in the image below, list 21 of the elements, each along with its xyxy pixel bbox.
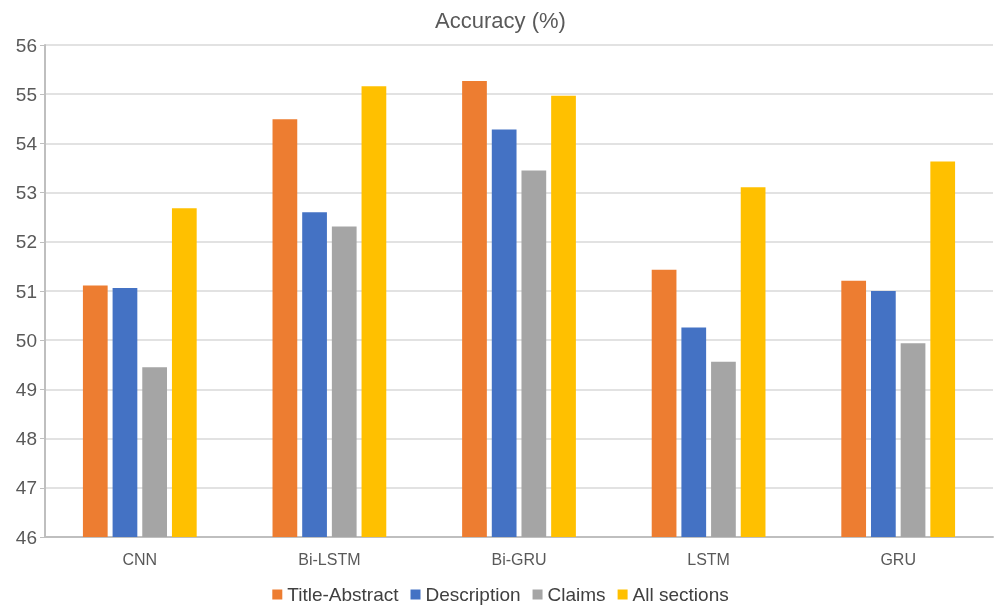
x-tick-label: Bi-LSTM	[298, 550, 361, 568]
y-tick-label: 49	[15, 378, 37, 400]
legend-label: Claims	[547, 584, 606, 605]
y-tick-label: 51	[15, 280, 37, 302]
y-tick-label: 54	[15, 132, 38, 154]
y-tick-label: 53	[15, 182, 37, 204]
x-tick-label: CNN	[122, 550, 158, 568]
legend-label: Description	[425, 584, 521, 605]
y-tick-label: 47	[15, 477, 37, 499]
y-tick-label: 56	[15, 34, 37, 56]
x-tick-label: GRU	[880, 550, 916, 568]
x-tick-label: LSTM	[687, 550, 730, 568]
y-tick-label: 46	[15, 526, 37, 548]
y-tick-label: 48	[15, 428, 37, 450]
chart-title: Accuracy (%)	[435, 7, 566, 33]
y-tick-label: 50	[15, 329, 37, 351]
y-tick-label: 52	[15, 231, 37, 253]
x-tick-label: Bi-GRU	[491, 550, 547, 568]
legend-label: Title-Abstract	[287, 584, 400, 605]
legend-label: All sections	[632, 584, 729, 605]
y-tick-label: 55	[15, 83, 37, 105]
